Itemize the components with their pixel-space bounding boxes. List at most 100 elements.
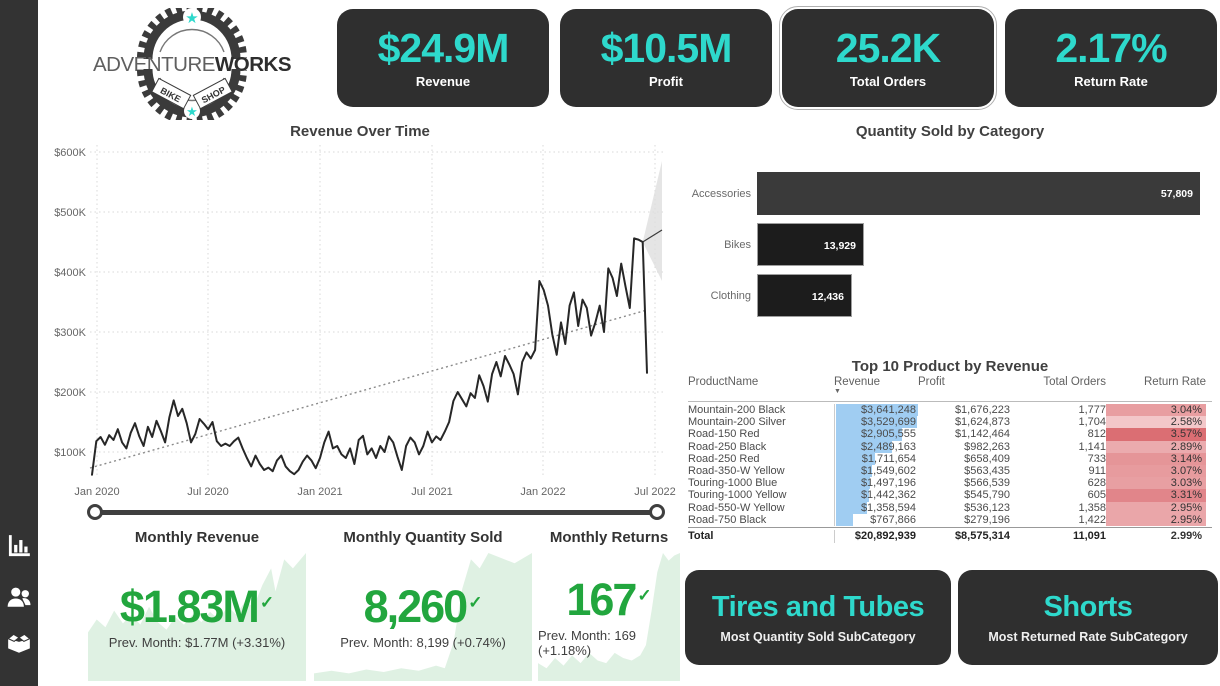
x-axis-tick: Jul 2022 xyxy=(634,486,676,498)
kpi-value: 25.2K xyxy=(835,25,941,72)
bar-category-label: Clothing xyxy=(710,289,751,302)
spark-card-content: $1.83M ✓ Prev. Month: $1.77M (+3.31%) xyxy=(88,553,306,681)
table-row[interactable]: Touring-1000 Blue $1,497,196 $566,539 628 3.… xyxy=(688,477,1212,490)
check-icon: ✓ xyxy=(259,593,275,612)
bar-chart-icon[interactable] xyxy=(6,533,32,559)
previous-month-text: Prev. Month: 169 (+1.18%) xyxy=(538,627,637,658)
cell-profit: $536,123 xyxy=(964,501,1010,514)
total-cell: Total xyxy=(688,530,714,543)
total-cell: $20,892,939 xyxy=(834,530,918,544)
x-axis-tick: Jan 2020 xyxy=(74,486,119,498)
bar-value-label: 12,436 xyxy=(811,290,844,303)
cell-product-name: Mountain-200 Silver xyxy=(688,416,786,429)
monthly-revenue-title: Monthly Revenue xyxy=(134,529,260,546)
table-row[interactable]: Road-250 Red $1,711,654 $658,409 733 3.14% xyxy=(688,452,1212,466)
cell-product-name: Road-250 Red xyxy=(688,452,760,465)
cell-return-rate: 3.03% xyxy=(1106,477,1206,490)
bar-value-label: 13,929 xyxy=(823,239,856,252)
revenue-data-bar xyxy=(836,501,867,514)
kpi-label: Profit xyxy=(649,73,683,89)
bar-value-label: 57,809 xyxy=(1160,187,1193,200)
cell-return-rate: 2.89% xyxy=(1106,440,1206,453)
kpi-label: Revenue xyxy=(415,73,471,89)
column-header[interactable]: Profit xyxy=(918,376,945,388)
cell-return-rate: 3.07% xyxy=(1106,465,1206,478)
cell-product-name: Road-150 Red xyxy=(688,428,760,441)
revenue-data-bar xyxy=(836,440,893,453)
brand-name-bold: WORKS xyxy=(215,53,291,76)
kpi-card-total-orders[interactable]: 25.2K Total Orders xyxy=(779,6,997,110)
bar-row: Clothing 12,436 xyxy=(685,274,1218,317)
table-title: Top 10 Product by Revenue xyxy=(851,358,1049,375)
kpi-label: Total Orders xyxy=(849,73,927,89)
column-header[interactable]: Total Orders xyxy=(1043,376,1106,388)
most-returned-subcategory-card[interactable]: Shorts Most Returned Rate SubCategory xyxy=(958,570,1218,665)
revenue-data-bar xyxy=(836,428,903,441)
table-header-row: ProductName Revenue ▼ Profit Total Orders Ret… xyxy=(688,376,1212,402)
cell-revenue: $767,866 xyxy=(834,513,918,527)
star-icon: ★ xyxy=(185,10,198,27)
cell-product-name: Road-350-W Yellow xyxy=(688,465,785,478)
most-quantity-subcategory-card[interactable]: Tires and Tubes Most Quantity Sold SubCa… xyxy=(685,570,951,665)
table-row[interactable]: Road-350-W Yellow $1,549,602 $563,435 911 3.… xyxy=(688,465,1212,478)
revenue-over-time-chart[interactable]: $600K $500K $400K $300K $200K $100K Jan 2020 Ju… xyxy=(40,120,680,520)
svg-text:ADVENTUREWORKS: ADVENTUREWORKS xyxy=(93,53,291,76)
table-row[interactable]: Road-250 Black $2,489,163 $982,263 1,141 2.8… xyxy=(688,440,1212,453)
monthly-returns-title: Monthly Returns xyxy=(549,529,669,546)
revenue-data-bar xyxy=(836,489,870,502)
slider-handle-left[interactable] xyxy=(87,504,103,520)
subcategory-value: Shorts xyxy=(1043,591,1133,623)
y-axis-tick: $500K xyxy=(54,207,86,219)
cell-orders: 628 xyxy=(1087,477,1106,490)
column-header[interactable]: Return Rate xyxy=(1143,376,1206,388)
revenue-data-bar xyxy=(836,513,854,527)
kpi-card-return-rate[interactable]: 2.17% Return Rate xyxy=(1005,9,1217,107)
cell-return-rate: 2.95% xyxy=(1106,501,1206,514)
people-icon[interactable] xyxy=(6,584,32,610)
monthly-returns-card[interactable]: 167 ✓ Prev. Month: 169 (+1.18%) xyxy=(538,553,680,681)
cell-revenue: $1,358,594 xyxy=(834,501,918,514)
monthly-kpi-value: 167 ✓ xyxy=(566,573,652,625)
cell-return-rate: 3.57% xyxy=(1106,428,1206,441)
cell-orders: 1,704 xyxy=(1078,416,1106,429)
cell-product-name: Road-250 Black xyxy=(688,440,767,453)
kpi-card-revenue[interactable]: $24.9M Revenue xyxy=(337,9,549,107)
monthly-quantity-title: Monthly Quantity Sold xyxy=(343,529,503,546)
total-cell: 11,091 xyxy=(1072,530,1106,543)
slider-handle-right[interactable] xyxy=(649,504,665,520)
bar[interactable]: 57,809 xyxy=(757,172,1200,215)
time-range-slider-track[interactable] xyxy=(95,510,657,515)
spark-card-content: 8,260 ✓ Prev. Month: 8,199 (+0.74%) xyxy=(314,553,532,681)
column-header[interactable]: Revenue ▼ xyxy=(834,376,918,395)
subcategory-value: Tires and Tubes xyxy=(711,591,925,623)
total-cell: 2.99% xyxy=(1170,530,1202,543)
table-row[interactable]: Touring-1000 Yellow $1,442,362 $545,790 605… xyxy=(688,489,1212,502)
cell-profit: $1,142,464 xyxy=(954,428,1010,441)
bar-chart-title: Quantity Sold by Category xyxy=(855,123,1045,140)
cell-orders: 733 xyxy=(1087,452,1106,465)
table-row[interactable]: Road-750 Black $767,866 $279,196 1,422 2.95% xyxy=(688,513,1212,527)
table-row[interactable]: Road-150 Red $2,905,555 $1,142,464 812 3.57% xyxy=(688,428,1212,441)
cell-revenue: $1,711,654 xyxy=(834,452,918,466)
monthly-revenue-card[interactable]: $1.83M ✓ Prev. Month: $1.77M (+3.31%) xyxy=(88,553,306,681)
cell-product-name: Mountain-200 Black xyxy=(688,404,786,416)
bar[interactable]: 12,436 xyxy=(757,274,852,317)
kpi-value: $24.9M xyxy=(377,25,510,72)
total-cell: $8,575,314 xyxy=(954,530,1010,543)
cell-orders: 605 xyxy=(1087,489,1106,502)
cell-profit: $658,409 xyxy=(964,452,1010,465)
brand-name-regular: ADVENTURE xyxy=(93,53,215,76)
revenue-data-bar xyxy=(836,404,918,417)
check-icon: ✓ xyxy=(468,593,483,612)
table-row[interactable]: Road-550-W Yellow $1,358,594 $536,123 1,358… xyxy=(688,501,1212,514)
table-row[interactable]: Mountain-200 Black $3,641,248 $1,676,223 1,… xyxy=(688,404,1212,417)
monthly-quantity-card[interactable]: 8,260 ✓ Prev. Month: 8,199 (+0.74%) xyxy=(314,553,532,681)
column-header[interactable]: ProductName xyxy=(688,376,759,388)
table-row[interactable]: Mountain-200 Silver $3,529,699 $1,624,873 1… xyxy=(688,416,1212,429)
box-icon[interactable] xyxy=(6,630,32,656)
kpi-card-profit[interactable]: $10.5M Profit xyxy=(560,9,772,107)
cell-revenue: $1,497,196 xyxy=(834,477,918,490)
cell-orders: 911 xyxy=(1088,465,1106,478)
bar[interactable]: 13,929 xyxy=(757,223,864,266)
